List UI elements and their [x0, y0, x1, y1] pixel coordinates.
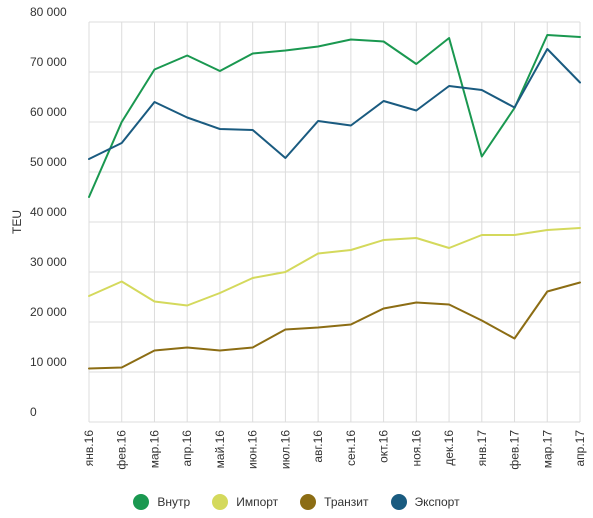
x-tick-label: сен.16 — [344, 430, 358, 466]
x-tick-label: дек.16 — [442, 430, 456, 466]
series-line — [88, 34, 581, 198]
y-tick-label: 20 000 — [30, 305, 67, 319]
grid — [88, 21, 581, 423]
x-tick-label: фев.16 — [115, 430, 129, 470]
x-tick-label: окт.16 — [377, 430, 391, 463]
legend-marker — [133, 494, 150, 510]
y-tick-label: 30 000 — [30, 255, 67, 269]
legend-label: Транзит — [324, 495, 369, 509]
line-chart: 0 10 000 20 000 30 000 40 000 50 000 60 000 70 … — [10, 5, 587, 470]
legend-marker — [212, 494, 229, 510]
y-tick-label: 10 000 — [30, 355, 67, 369]
legend-label: Импорт — [236, 495, 279, 509]
x-tick-label: апр.17 — [573, 430, 587, 467]
x-tick-label: май.16 — [213, 430, 227, 469]
x-axis-ticks: янв.16 фев.16 мар.16 апр.16 май.16 июн.16 июл.… — [82, 430, 587, 470]
y-tick-label: 50 000 — [30, 155, 67, 169]
legend-item: Импорт — [212, 494, 278, 510]
legend-label: Внутр — [157, 495, 191, 509]
legend-marker — [300, 494, 317, 510]
y-axis-ticks: 0 10 000 20 000 30 000 40 000 50 000 60 000 70 … — [30, 5, 67, 419]
series-line — [88, 48, 581, 160]
y-tick-label: 0 — [30, 405, 37, 419]
legend: Внутр Импорт Транзит Экспорт — [0, 490, 593, 514]
legend-item: Внутр — [133, 494, 190, 510]
x-tick-label: мар.16 — [147, 430, 161, 469]
y-tick-label: 60 000 — [30, 105, 67, 119]
legend-item: Экспорт — [390, 494, 460, 510]
series-lines — [88, 34, 581, 370]
x-tick-label: янв.17 — [475, 430, 489, 467]
x-tick-label: янв.16 — [82, 430, 96, 467]
legend-label: Экспорт — [414, 495, 460, 509]
y-tick-label: 80 000 — [30, 5, 67, 19]
series-line — [88, 227, 581, 307]
x-tick-label: июн.16 — [246, 430, 260, 469]
y-axis-label: TEU — [10, 210, 24, 234]
y-tick-label: 40 000 — [30, 205, 67, 219]
x-tick-label: фев.17 — [508, 430, 522, 470]
y-tick-label: 70 000 — [30, 55, 67, 69]
legend-marker — [390, 494, 407, 510]
x-tick-label: мар.17 — [540, 430, 554, 469]
x-tick-label: авг.16 — [311, 430, 325, 463]
legend-item: Транзит — [300, 494, 369, 510]
x-tick-label: апр.16 — [180, 430, 194, 467]
x-tick-label: июл.16 — [278, 430, 292, 469]
series-line — [88, 281, 581, 370]
x-tick-label: ноя.16 — [409, 430, 423, 467]
